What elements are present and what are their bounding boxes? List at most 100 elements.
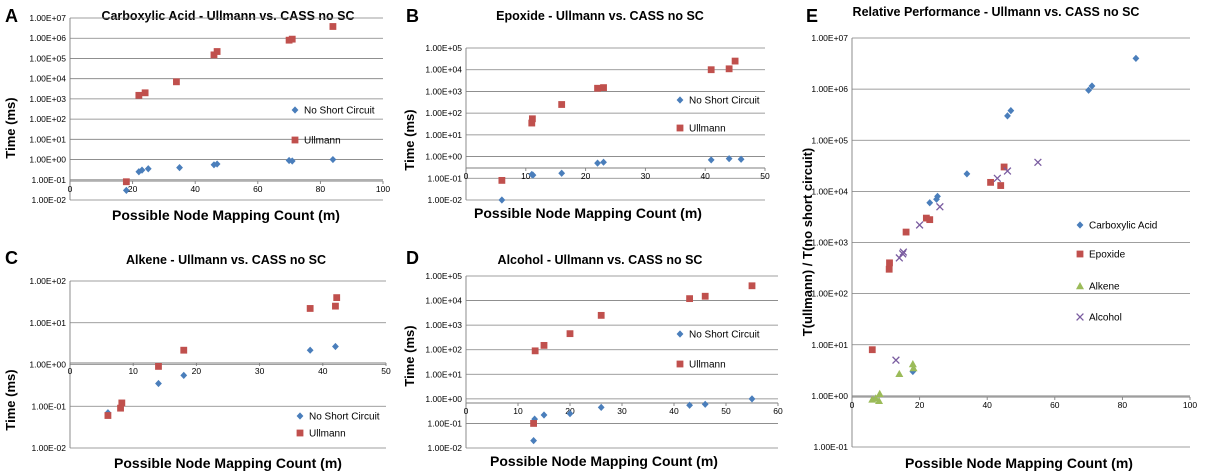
data-point [993, 174, 1002, 183]
data-point [886, 259, 893, 267]
data-point [686, 295, 693, 303]
data-point [173, 78, 180, 86]
panel-letter: C [5, 248, 18, 268]
y-tick-label: 1.00E+02 [811, 289, 848, 299]
series-ullmann [104, 294, 341, 419]
y-tick-label: 1.00E+01 [425, 130, 462, 140]
x-tick-label: 60 [253, 184, 263, 194]
data-point [530, 437, 537, 445]
data-point [1088, 82, 1096, 90]
y-tick-label: 1.00E-02 [32, 195, 67, 205]
data-point [1007, 107, 1015, 115]
legend-label: No Short Circuit [304, 106, 375, 117]
y-tick-label: 1.00E+03 [425, 86, 462, 96]
data-point [531, 347, 539, 355]
y-tick-label: 1.00E+05 [811, 135, 848, 145]
data-point [594, 159, 601, 167]
data-point [528, 119, 536, 127]
data-point [997, 182, 1005, 189]
data-point [1004, 112, 1011, 120]
chart-title: Alkene - Ullmann vs. CASS no SC [126, 253, 326, 267]
legend-marker [676, 124, 684, 132]
data-point [707, 66, 715, 74]
data-point [725, 65, 733, 73]
y-tick-label: 1.00E+00 [811, 391, 848, 401]
data-point [686, 401, 693, 409]
data-point [748, 282, 756, 290]
data-point [498, 176, 506, 184]
data-point [707, 156, 715, 164]
data-point [558, 169, 566, 177]
data-point [306, 305, 314, 312]
data-point [117, 404, 124, 412]
data-point [868, 346, 876, 354]
data-point [288, 157, 296, 165]
y-axis-label: Time (ms) [402, 325, 417, 386]
chart-title: Alcohol - Ullmann vs. CASS no SC [498, 253, 703, 267]
legend-marker [1076, 282, 1084, 290]
legend-label: Carboxylic Acid [1089, 221, 1157, 232]
y-tick-label: 1.00E-01 [814, 442, 849, 452]
data-point [530, 420, 537, 427]
x-tick-label: 0 [68, 184, 73, 194]
y-tick-label: 1.00E+05 [425, 271, 462, 281]
x-tick-label: 100 [1183, 400, 1197, 410]
data-point [1085, 86, 1092, 94]
data-point [213, 48, 221, 55]
x-axis-label: Possible Node Mapping Count (m) [474, 205, 702, 221]
x-tick-label: 60 [1050, 400, 1060, 410]
y-tick-label: 1.00E+03 [811, 238, 848, 248]
y-tick-label: 1.00E+02 [29, 276, 66, 286]
series-carboxylic-acid [909, 54, 1140, 376]
chart-title: Carboxylic Acid - Ullmann vs. CASS no SC [101, 9, 354, 23]
data-point [155, 363, 162, 370]
y-tick-label: 1.00E+05 [29, 53, 66, 63]
x-tick-label: 0 [68, 366, 73, 376]
y-tick-label: 1.00E+03 [29, 94, 66, 104]
data-point [332, 302, 339, 310]
x-tick-label: 20 [581, 171, 591, 181]
legend-marker [676, 96, 684, 104]
x-tick-label: 80 [316, 184, 326, 194]
data-point [329, 23, 337, 30]
y-tick-label: 1.00E+03 [425, 320, 462, 330]
data-point [498, 196, 506, 204]
y-axis-label: Time (ms) [3, 97, 18, 158]
y-tick-label: 1.00E+06 [811, 84, 848, 94]
x-axis-label: Possible Node Mapping Count (m) [112, 207, 340, 223]
y-tick-label: 1.00E+04 [29, 74, 66, 84]
series-no-short-circuit [498, 155, 745, 204]
data-point [885, 265, 893, 273]
data-point [987, 178, 994, 186]
legend-marker [1076, 250, 1084, 258]
legend-label: No Short Circuit [689, 96, 760, 107]
data-point [1132, 54, 1140, 62]
data-point [176, 164, 183, 172]
x-tick-label: 40 [982, 400, 992, 410]
legend-label: Ullmann [689, 360, 726, 371]
y-tick-label: 1.00E-02 [428, 195, 463, 205]
x-tick-label: 50 [721, 406, 731, 416]
data-point [1034, 158, 1042, 167]
data-point [558, 101, 566, 108]
data-point [915, 221, 924, 229]
x-tick-label: 40 [318, 366, 328, 376]
x-tick-label: 80 [1118, 400, 1128, 410]
data-point [138, 166, 146, 174]
y-tick-label: 1.00E-02 [428, 443, 463, 453]
data-point [528, 115, 536, 123]
panel-b: B Epoxide - Ullmann vs. CASS no SC 1.00E-0… [402, 6, 770, 221]
legend-marker [296, 429, 304, 437]
y-tick-label: 1.00E+06 [29, 33, 66, 43]
x-tick-label: 40 [669, 406, 679, 416]
x-tick-label: 30 [641, 171, 651, 181]
x-tick-label: 40 [190, 184, 200, 194]
y-tick-label: 1.00E+02 [29, 114, 66, 124]
data-point [909, 364, 918, 372]
legend-marker [676, 360, 684, 368]
data-point [898, 249, 907, 258]
panel-e: E Relative Performance - Ullmann vs. CASS… [800, 5, 1197, 471]
legend-label: Ullmann [304, 136, 341, 147]
x-tick-label: 20 [192, 366, 202, 376]
y-tick-label: 1.00E-01 [32, 401, 67, 411]
